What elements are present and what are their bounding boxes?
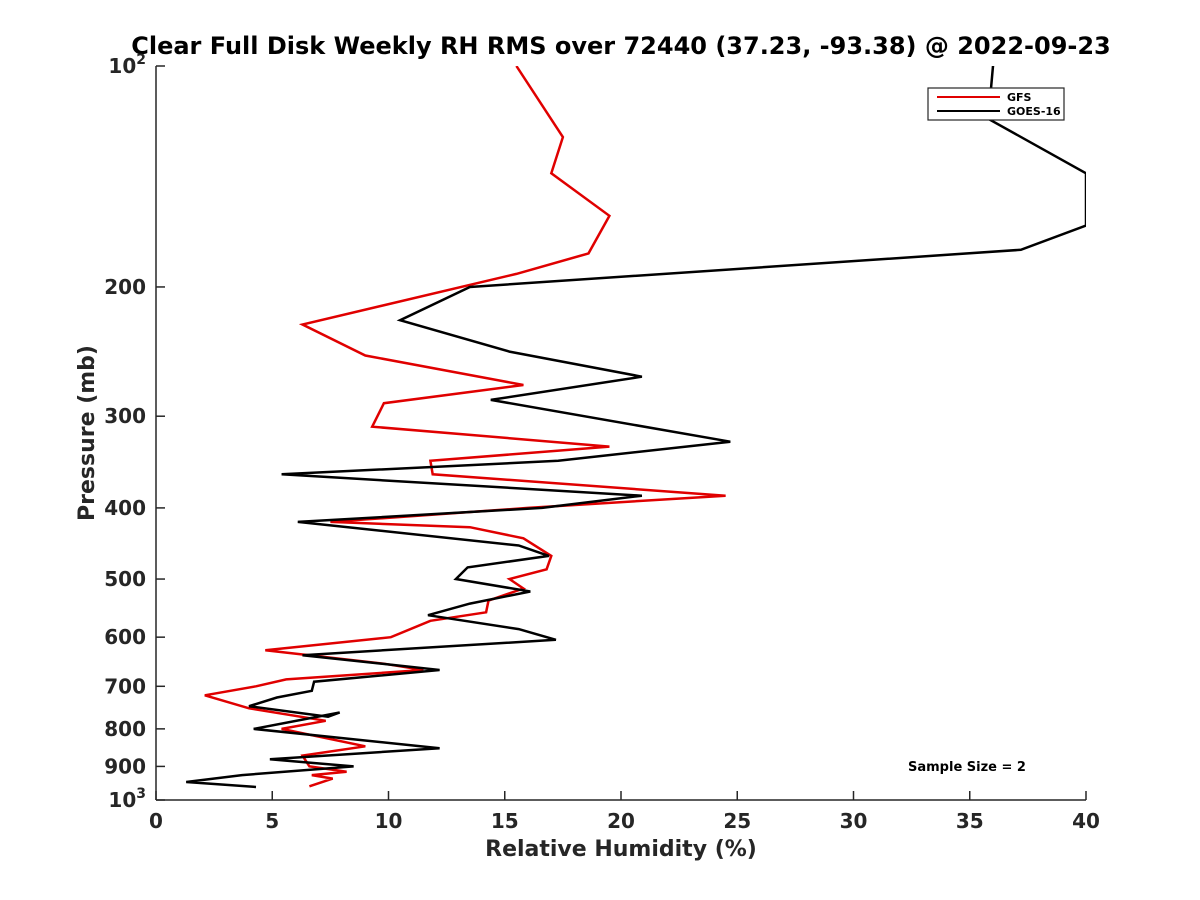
x-tick-label: 10 xyxy=(375,809,403,833)
x-tick-label: 0 xyxy=(149,809,163,833)
legend-box xyxy=(927,87,1065,121)
x-tick-label: 30 xyxy=(840,809,868,833)
y-tick-label: 500 xyxy=(104,567,146,591)
x-tick-label: 35 xyxy=(956,809,984,833)
y-tick-label: 900 xyxy=(104,754,146,778)
series-layer xyxy=(186,66,1086,789)
series-line-goes-16 xyxy=(186,66,1086,789)
y-tick-label: 800 xyxy=(104,717,146,741)
chart-title: Clear Full Disk Weekly RH RMS over 72440… xyxy=(131,32,1111,60)
series-line-gfs xyxy=(204,66,726,788)
y-tick-label: 400 xyxy=(104,496,146,520)
x-tick-label: 20 xyxy=(607,809,635,833)
y-axis-label: Pressure (mb) xyxy=(75,345,100,521)
y-tick-label: 300 xyxy=(104,404,146,428)
y-ticks: 102 200 300 400 500 600 700 800 900 103 xyxy=(104,52,165,812)
x-ticks: 0 5 10 15 20 25 30 35 40 xyxy=(149,791,1100,833)
x-axis-label: Relative Humidity (%) xyxy=(485,837,757,862)
x-tick-label: 15 xyxy=(491,809,519,833)
axes xyxy=(155,66,1086,801)
x-tick-label: 40 xyxy=(1072,809,1100,833)
legend: GFS GOES-16 xyxy=(927,87,1065,121)
y-tick-label: 200 xyxy=(104,275,146,299)
y-tick-label: 103 xyxy=(108,786,146,812)
y-tick-label: 700 xyxy=(104,674,146,698)
sample-size-annotation: Sample Size = 2 xyxy=(908,760,1026,775)
y-tick-label: 600 xyxy=(104,625,146,649)
legend-label-goes-16: GOES-16 xyxy=(1007,105,1061,118)
x-tick-label: 25 xyxy=(723,809,751,833)
x-tick-label: 5 xyxy=(265,809,279,833)
legend-label-gfs: GFS xyxy=(1007,91,1032,104)
y-tick-label: 102 xyxy=(108,52,146,78)
